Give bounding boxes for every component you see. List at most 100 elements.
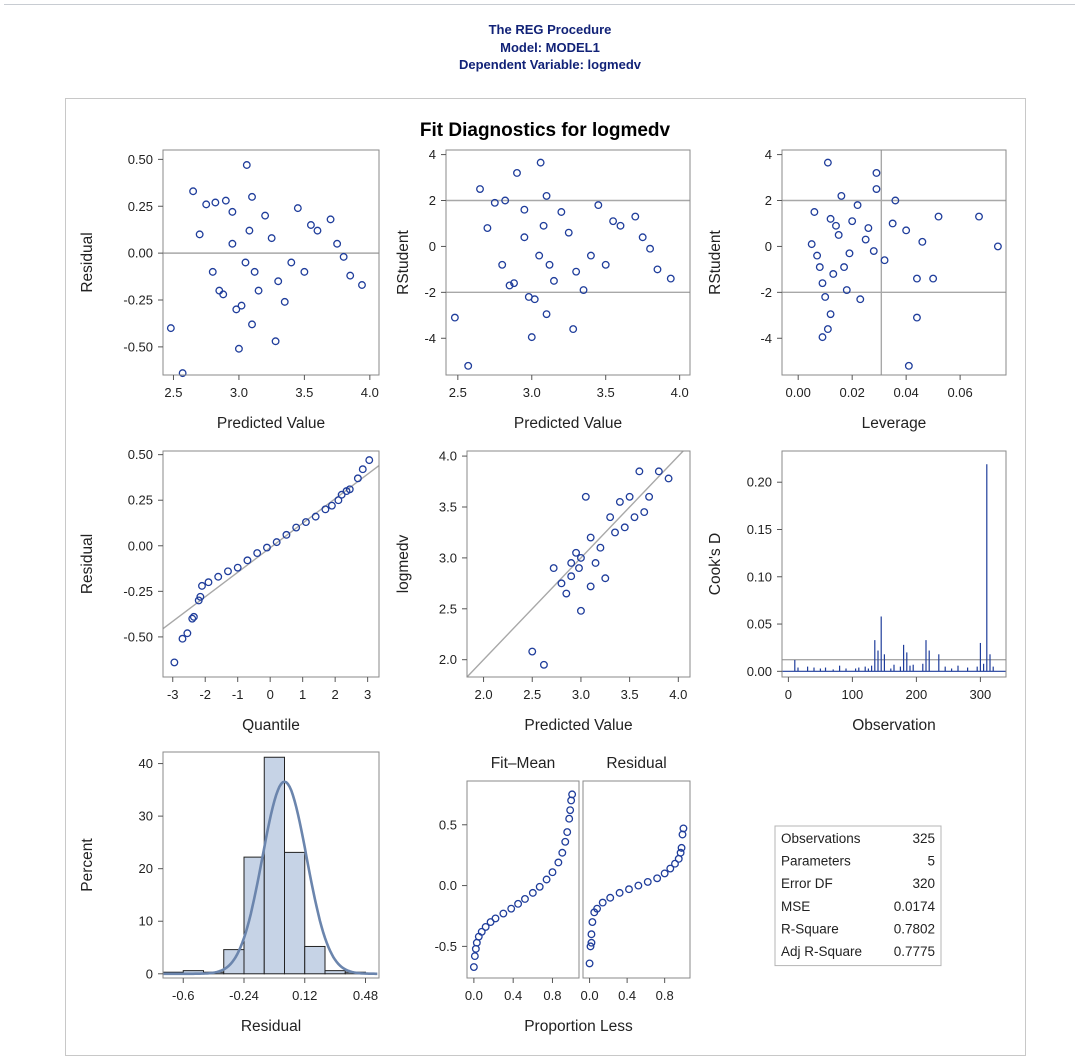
figure-title: Fit Diagnostics for logmedv [420,120,671,141]
data-point [558,848,567,857]
data-point [520,233,529,242]
data-point [625,492,634,501]
y-tick-label: 4 [765,147,772,162]
data-point [542,310,551,319]
data-point [337,490,346,499]
data-point [365,456,374,465]
data-point [196,592,205,601]
x-tick-label: 2.5 [449,385,467,400]
x-tick-label: 2.5 [164,385,182,400]
data-point [469,963,478,972]
data-point [233,563,242,572]
data-point [477,927,486,936]
y-tick-label: -2 [424,285,436,300]
data-point [587,930,596,939]
data-point [615,497,624,506]
x-tick-label: 3.0 [572,687,590,702]
fit-stat-label: Parameters [781,854,851,869]
histogram-bar [324,970,346,975]
data-point [861,235,870,244]
data-point [311,512,320,521]
data-point [645,492,654,501]
data-point [507,904,516,913]
residual-panel-title: Residual [606,755,666,772]
model-name: Model: MODEL1 [500,39,600,55]
data-point [821,292,830,301]
y-tick-label: 0.25 [128,199,153,214]
y-tick-label: -4 [424,331,436,346]
y-tick-label: -2 [760,285,772,300]
data-point [353,474,362,483]
y-tick-label: 4.0 [439,449,457,464]
data-point [536,158,545,167]
data-point [208,267,217,276]
data-point [530,295,539,304]
fit-stat-value: 325 [912,831,935,846]
data-point [837,191,846,200]
y-tick-label: 0.50 [128,152,153,167]
data-point [535,251,544,260]
data-point [611,528,619,537]
histogram-bar [284,851,306,975]
x-tick-label: 1 [299,687,306,702]
x-axis-label: Observation [852,717,936,734]
y-tick-label: 0.00 [128,246,153,261]
data-point [564,228,573,237]
x-tick-label: 0.4 [504,988,522,1003]
y-tick-label: 20 [139,861,153,876]
data-point [346,271,355,280]
data-point [601,260,610,269]
x-tick-label: 0.04 [893,385,918,400]
data-point [254,286,263,295]
data-point [840,263,849,272]
data-point [528,888,537,897]
y-tick-label: 0.5 [439,817,457,832]
data-point [823,325,832,334]
data-point [513,169,521,177]
x-tick-label: -1 [232,687,244,702]
top-separator [4,4,1075,5]
data-point [358,281,366,289]
x-tick-label: 0.06 [947,385,972,400]
x-axis-label: Quantile [242,717,300,734]
data-point [575,564,583,573]
fit-statistics-table: Observations 325 Parameters 5 Error DF 320 MSE… [774,825,942,967]
data-point [527,333,536,342]
y-tick-label: 2 [765,193,772,208]
y-axis-label: Percent [79,838,96,892]
plot-frame [466,780,580,979]
normal-density-curve [163,780,378,976]
data-point [224,567,232,576]
data-point [292,523,301,532]
y-tick-label: 0.25 [128,493,153,508]
data-point [535,882,544,891]
data-point [253,549,262,558]
data-point [514,899,523,908]
y-axis-label: Residual [79,232,96,292]
data-point [548,868,557,877]
x-tick-label: 0.8 [656,988,674,1003]
data-point [501,196,510,205]
x-tick-label: 2.0 [475,687,493,702]
data-point [586,533,595,542]
y-axis-label: RStudent [395,230,412,295]
data-point [242,161,251,169]
data-point [585,959,594,968]
data-point [557,579,566,588]
data-point [562,589,571,598]
data-point [566,806,575,815]
data-point [620,523,629,532]
y-tick-label: 0.20 [747,475,772,490]
data-point [345,485,354,494]
plot-frame [162,450,380,678]
data-point [587,938,596,947]
dependent-variable: Dependent Variable: logmedv [458,57,642,72]
y-tick-label: 0.10 [747,569,772,584]
data-point [327,501,336,510]
data-point [491,914,500,923]
data-point [864,224,873,233]
data-point [183,629,192,638]
data-point [842,286,851,295]
rstudent_vs_leverage-plot: 0.00 0.02 0.04 0.06 4 2 0 -2 -4 Leverage RStudent [707,147,1007,432]
data-point [654,467,663,476]
